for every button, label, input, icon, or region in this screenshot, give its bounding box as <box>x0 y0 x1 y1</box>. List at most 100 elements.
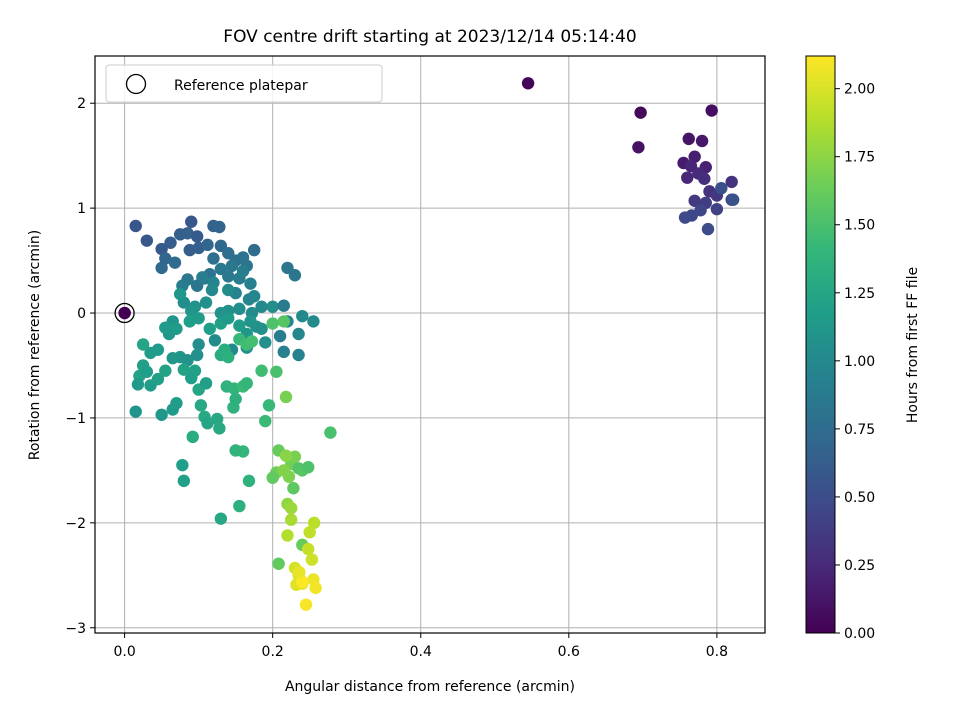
scatter-point <box>240 377 253 390</box>
scatter-point <box>266 300 279 313</box>
data-points <box>114 77 740 611</box>
scatter-point <box>188 364 202 377</box>
scatter-point <box>151 372 165 386</box>
reference-platepar-marker <box>114 302 135 324</box>
scatter-point <box>277 299 290 312</box>
scatter-point <box>190 230 204 243</box>
scatter-point <box>302 461 315 474</box>
scatter-point <box>242 474 256 488</box>
scatter-point <box>170 322 183 335</box>
scatter-point <box>222 312 235 325</box>
scatter-point <box>270 365 283 378</box>
scatter-point <box>715 181 728 195</box>
scatter-point <box>186 430 199 444</box>
reference-point <box>118 306 131 320</box>
scatter-point <box>176 458 189 472</box>
scatter-point <box>255 364 268 377</box>
scatter-point <box>309 581 322 595</box>
scatter-point <box>288 269 302 282</box>
scatter-point <box>168 256 182 269</box>
scatter-point <box>247 243 261 257</box>
x-tick-label: 0.6 <box>558 644 580 660</box>
colorbar: 0.00 0.25 0.50 0.75 1.00 1.25 1.50 1.75 2.00 Hou… <box>805 55 921 642</box>
scatter-point <box>222 350 235 364</box>
colorbar-tick-label: 1.25 <box>844 286 875 302</box>
scatter-point <box>698 172 711 185</box>
scatter-point <box>225 259 239 273</box>
scatter-point <box>136 338 150 351</box>
grid-lines <box>95 56 765 633</box>
scatter-point <box>194 399 208 412</box>
y-tick-label: −1 <box>65 411 86 427</box>
scatter-point <box>177 363 191 376</box>
scatter-point <box>272 557 285 570</box>
scatter-point <box>196 271 209 284</box>
colorbar-tick-label: 2.00 <box>844 82 875 98</box>
scatter-point <box>144 346 157 360</box>
scatter-point <box>181 227 194 240</box>
scatter-point <box>201 238 214 252</box>
legend: Reference platepar <box>105 64 383 103</box>
scatter-point <box>682 132 695 146</box>
y-tick-label: 0 <box>77 306 86 322</box>
scatter-point <box>695 134 709 148</box>
scatter-point <box>229 444 242 457</box>
scatter-point <box>173 287 187 301</box>
scatter-point <box>678 211 692 224</box>
scatter-point <box>155 242 168 256</box>
scatter-point <box>307 315 320 328</box>
scatter-point <box>192 338 205 351</box>
x-tick-label: 0.8 <box>706 644 728 660</box>
scatter-point <box>266 471 279 484</box>
scatter-point <box>213 422 226 435</box>
scatter-point <box>259 414 272 428</box>
scatter-point <box>324 426 337 439</box>
x-tick-label: 0.2 <box>262 644 284 660</box>
scatter-point <box>214 512 228 525</box>
scatter-point <box>140 234 154 247</box>
scatter-point <box>203 322 216 335</box>
legend-marker-icon <box>125 73 147 95</box>
scatter-point <box>725 175 738 189</box>
colorbar-ticks: 0.00 0.25 0.50 0.75 1.00 1.25 1.50 1.75 2.00 <box>835 82 875 642</box>
scatter-point <box>287 482 300 495</box>
scatter-point <box>305 553 319 566</box>
scatter-point <box>303 526 316 539</box>
scatter-point <box>233 499 246 513</box>
scatter-point <box>190 348 204 362</box>
scatter-point <box>233 302 246 316</box>
scatter-point <box>262 399 276 412</box>
scatter-point <box>681 171 694 184</box>
scatter-point <box>166 351 179 365</box>
scatter-point <box>292 327 305 341</box>
colorbar-tick-label: 0.50 <box>844 490 875 506</box>
x-axis-label: Angular distance from reference (arcmin) <box>285 679 575 695</box>
scatter-point <box>302 542 315 556</box>
scatter-point <box>277 315 290 328</box>
y-tick-label: −2 <box>65 516 86 532</box>
scatter-point <box>140 365 154 378</box>
scatter-point <box>259 336 272 349</box>
scatter-point <box>292 348 305 362</box>
scatter-point <box>296 309 309 323</box>
scatter-point <box>255 322 268 335</box>
scatter-point <box>159 321 172 334</box>
scatter-point <box>701 222 715 236</box>
scatter-point <box>634 106 647 119</box>
x-axis-ticks: 0.0 0.2 0.4 0.6 0.8 <box>113 633 728 660</box>
y-tick-label: 2 <box>77 96 86 112</box>
scatter-point <box>155 261 168 275</box>
scatter-point <box>207 252 220 265</box>
scatter-point <box>222 270 235 283</box>
scatter-point <box>222 283 235 297</box>
colorbar-tick-label: 1.75 <box>844 150 875 166</box>
scatter-point <box>277 345 290 359</box>
x-tick-label: 0.0 <box>113 644 135 660</box>
y-tick-label: 1 <box>77 201 86 217</box>
colorbar-label: Hours from first FF file <box>905 267 921 423</box>
scatter-point <box>688 194 701 207</box>
colorbar-tick-label: 0.25 <box>844 558 875 574</box>
x-tick-label: 0.4 <box>410 644 432 660</box>
scatter-point <box>726 193 740 206</box>
